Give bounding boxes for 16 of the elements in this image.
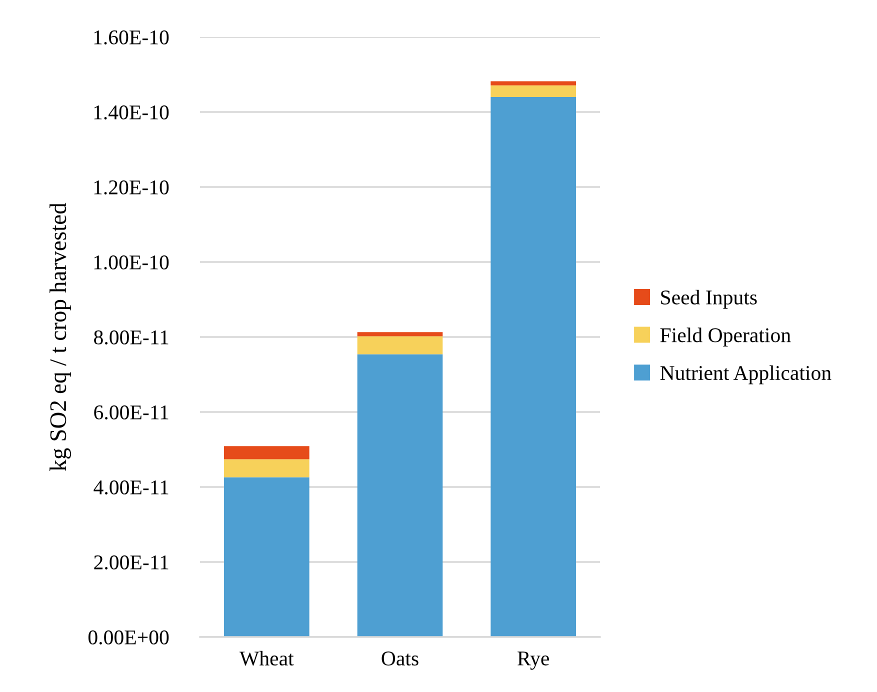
x-tick-label: Rye — [518, 652, 549, 670]
x-tick-label: Wheat — [240, 650, 294, 666]
y-tick-label: 1.20E-10 — [94, 180, 169, 195]
legend-label: Field Operation — [660, 328, 791, 347]
y-tick-label: 8.00E-11 — [94, 330, 168, 345]
y-tick-label: 1.40E-10 — [94, 105, 169, 120]
y-axis-title: kg SO2 eq / t crop harvested — [50, 202, 72, 471]
y-tick-label: 1.60E-10 — [94, 30, 169, 45]
y-tick-label: 2.00E-11 — [94, 555, 168, 570]
legend-label: Seed Inputs — [661, 290, 757, 309]
y-tick-label: 6.00E-11 — [94, 405, 168, 420]
x-tick-label: Oats — [382, 652, 418, 666]
legend-label: Nutrient Application — [660, 365, 832, 384]
y-tick-label: 1.00E-10 — [94, 255, 169, 270]
y-tick-label: 4.00E-11 — [94, 480, 168, 495]
y-tick-label: 0.00E+00 — [88, 630, 169, 645]
